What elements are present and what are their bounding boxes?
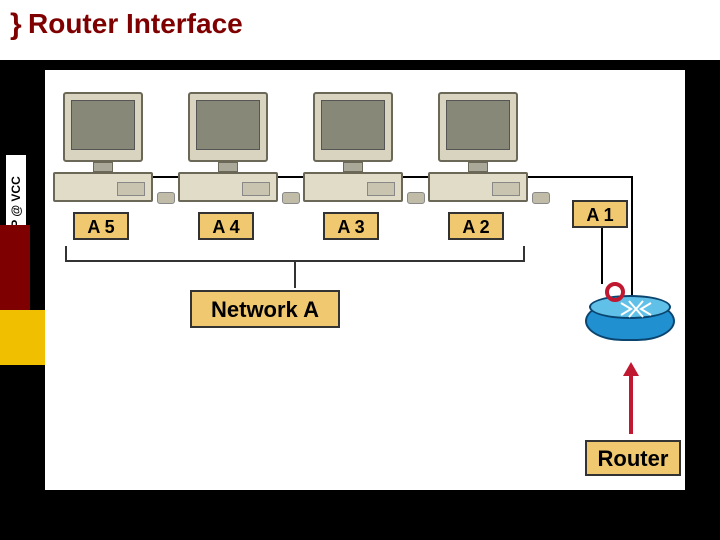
monitor-icon (438, 92, 518, 162)
mouse-icon (532, 192, 550, 204)
bracket-stem (294, 262, 296, 288)
monitor-stand-icon (468, 162, 488, 172)
monitor-stand-icon (93, 162, 113, 172)
mouse-icon (157, 192, 175, 204)
host-label-a5: A 5 (73, 212, 129, 240)
monitor-icon (313, 92, 393, 162)
host-a4 (178, 92, 288, 222)
router-icon (585, 295, 675, 350)
host-a2 (428, 92, 538, 222)
network-diagram: A 5 A 4 A 3 A 2 A 1 Network A (45, 70, 685, 490)
up-arrow-icon (621, 362, 641, 438)
monitor-stand-icon (343, 162, 363, 172)
interface-ring-icon (605, 282, 625, 302)
router-label: Router (585, 440, 681, 476)
grouping-bracket (65, 246, 525, 262)
interface-label-a1: A 1 (572, 200, 628, 228)
host-label-a4: A 4 (198, 212, 254, 240)
monitor-icon (188, 92, 268, 162)
router-arrows-icon (611, 299, 661, 319)
monitor-icon (63, 92, 143, 162)
sidebar-red-accent (0, 225, 30, 310)
host-label-a2: A 2 (448, 212, 504, 240)
network-label: Network A (190, 290, 340, 328)
host-a5 (53, 92, 163, 222)
router-top-icon (589, 295, 671, 319)
page-title: Router Interface (28, 8, 243, 40)
title-brace-icon: } (10, 8, 22, 42)
host-a3 (303, 92, 413, 222)
cpu-icon (428, 172, 528, 202)
a1-callout-line (601, 228, 603, 284)
title-bar: } Router Interface (0, 0, 720, 60)
cpu-icon (53, 172, 153, 202)
monitor-stand-icon (218, 162, 238, 172)
cpu-icon (303, 172, 403, 202)
mouse-icon (407, 192, 425, 204)
router-drop-cable (631, 176, 633, 300)
cpu-icon (178, 172, 278, 202)
host-label-a3: A 3 (323, 212, 379, 240)
mouse-icon (282, 192, 300, 204)
